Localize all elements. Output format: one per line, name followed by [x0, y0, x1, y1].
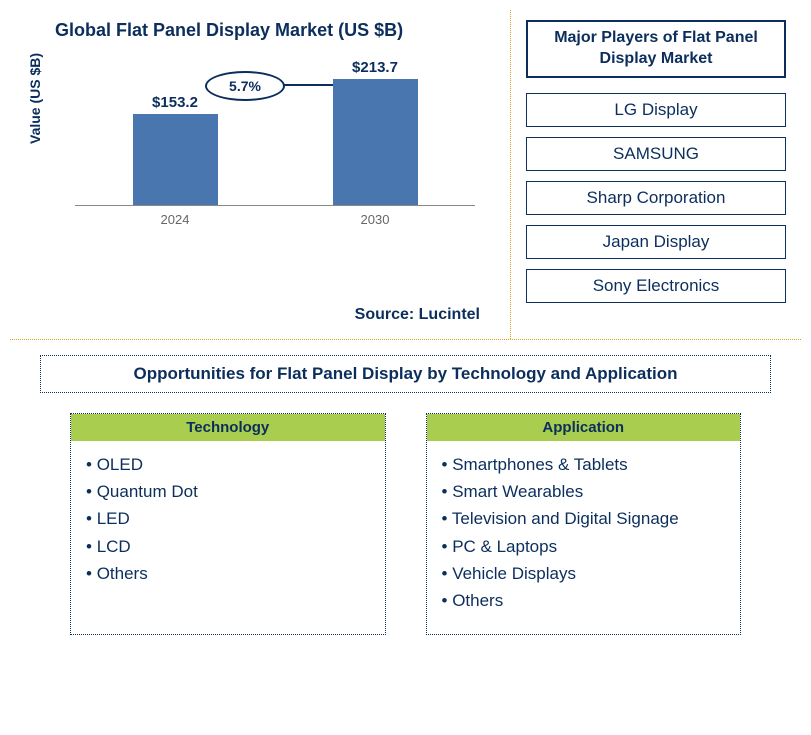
opportunities-title: Opportunities for Flat Panel Display by … [40, 355, 771, 393]
player-item: Japan Display [526, 225, 786, 259]
technology-body: OLED Quantum Dot LED LCD Others [71, 441, 385, 607]
players-title: Major Players of Flat Panel Display Mark… [526, 20, 786, 78]
list-item: Others [86, 560, 370, 587]
technology-header: Technology [71, 414, 385, 441]
y-axis-label: Value (US $B) [27, 53, 43, 144]
list-item: Smart Wearables [442, 478, 726, 505]
player-item: Sony Electronics [526, 269, 786, 303]
growth-rate-value: 5.7% [229, 78, 261, 94]
bar-group-0: $153.2 2024 [133, 94, 218, 205]
bar-value-1: $213.7 [352, 59, 398, 76]
players-panel: Major Players of Flat Panel Display Mark… [511, 10, 801, 339]
bars-container: 5.7% $153.2 2024 $213.7 2030 [75, 66, 475, 206]
list-item: Television and Digital Signage [442, 505, 726, 532]
bar-group-1: $213.7 2030 [333, 59, 418, 205]
chart-panel: Global Flat Panel Display Market (US $B)… [10, 10, 511, 339]
list-item: LCD [86, 533, 370, 560]
list-item: Quantum Dot [86, 478, 370, 505]
list-item: Smartphones & Tablets [442, 451, 726, 478]
arrow-line [283, 84, 338, 86]
bar-0 [133, 114, 218, 205]
top-section: Global Flat Panel Display Market (US $B)… [10, 10, 801, 340]
technology-column: Technology OLED Quantum Dot LED LCD Othe… [70, 413, 386, 635]
bottom-section: Opportunities for Flat Panel Display by … [10, 340, 801, 650]
bar-value-0: $153.2 [152, 94, 198, 111]
list-item: OLED [86, 451, 370, 478]
bar-1 [333, 79, 418, 205]
list-item: PC & Laptops [442, 533, 726, 560]
columns-container: Technology OLED Quantum Dot LED LCD Othe… [30, 413, 781, 635]
player-item: SAMSUNG [526, 137, 786, 171]
list-item: Others [442, 587, 726, 614]
player-item: LG Display [526, 93, 786, 127]
player-item: Sharp Corporation [526, 181, 786, 215]
chart-area: Value (US $B) 5.7% $153.2 2024 $213.7 20… [75, 66, 475, 246]
list-item: LED [86, 505, 370, 532]
source-label: Source: Lucintel [355, 306, 480, 324]
growth-annotation: 5.7% [205, 71, 345, 111]
application-body: Smartphones & Tablets Smart Wearables Te… [427, 441, 741, 634]
bar-label-0: 2024 [161, 212, 190, 227]
chart-title: Global Flat Panel Display Market (US $B) [55, 20, 495, 41]
application-column: Application Smartphones & Tablets Smart … [426, 413, 742, 635]
list-item: Vehicle Displays [442, 560, 726, 587]
bar-label-1: 2030 [361, 212, 390, 227]
application-header: Application [427, 414, 741, 441]
